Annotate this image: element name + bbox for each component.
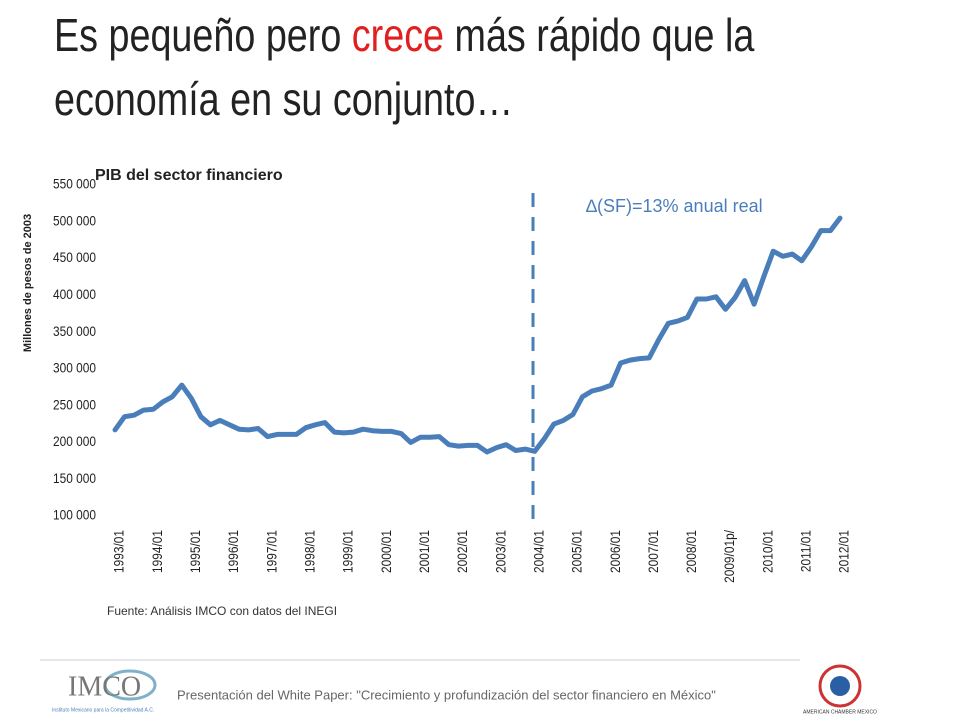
title-line: economía en su conjunto… — [54, 73, 514, 125]
x-tick-label: 2008/01 — [683, 530, 699, 573]
x-tick-label: 1994/01 — [149, 530, 165, 573]
x-tick-label: 2004/01 — [531, 530, 547, 573]
x-tick-label: 1997/01 — [263, 530, 279, 573]
x-tick-label: 2007/01 — [645, 530, 661, 573]
y-tick-label: 250 000 — [53, 396, 96, 412]
source: Fuente: Análisis IMCO con datos del INEG… — [107, 604, 337, 618]
y-tick-label: 350 000 — [53, 323, 96, 339]
title-line: Es pequeño pero crece más rápido que la — [54, 8, 754, 62]
x-tick-label: 2002/01 — [454, 530, 470, 573]
annotation: ∆(SF)=13% anual real — [586, 196, 763, 216]
chart-subtitle: PIB del sector financiero — [95, 167, 283, 184]
x-tick-label: 1995/01 — [187, 530, 203, 573]
x-tick-label: 2012/01 — [836, 530, 852, 573]
x-tick-label: 2000/01 — [378, 530, 394, 573]
x-tick-label: 1993/01 — [111, 530, 127, 573]
y-tick-label: 200 000 — [53, 433, 96, 449]
logo-text: IMCO — [68, 671, 141, 702]
x-tick-label: 2005/01 — [569, 530, 585, 573]
x-tick-label: 2006/01 — [607, 530, 623, 573]
logo-swoosh — [103, 669, 157, 701]
y-tick-label: 400 000 — [53, 286, 96, 302]
x-tick-label: 2003/01 — [492, 530, 508, 573]
y-tick-label: 150 000 — [53, 470, 96, 486]
logo-right-core — [830, 676, 850, 696]
y-axis-label: Millones de pesos de 2003 — [22, 214, 34, 352]
logo-right-caption: AMERICAN CHAMBER MEXICO — [803, 709, 877, 715]
title-highlight: crece — [351, 9, 445, 61]
y-tick-label: 450 000 — [53, 249, 96, 265]
x-tick-label: 1996/01 — [225, 530, 241, 573]
footer: Presentación del White Paper: "Crecimien… — [177, 687, 716, 702]
x-tick-label: 2010/01 — [759, 530, 775, 573]
title-part: Es pequeño pero — [54, 9, 352, 61]
y-tick-label: 500 000 — [53, 213, 96, 229]
x-tick-label: 2001/01 — [416, 530, 432, 573]
y-tick-label: 550 000 — [53, 176, 96, 192]
x-tick-label: 1999/01 — [340, 530, 356, 573]
x-tick-label: 2009/01p/ — [721, 530, 737, 583]
logo-caption: Instituto Mexicano para la Competitivida… — [52, 707, 154, 713]
x-tick-label: 1998/01 — [302, 530, 318, 573]
x-tick-label: 2011/01 — [798, 530, 814, 572]
title-part: más rápido que la — [444, 9, 755, 61]
data-line — [112, 215, 843, 455]
y-tick-label: 100 000 — [53, 507, 96, 523]
y-tick-label: 300 000 — [53, 360, 96, 376]
